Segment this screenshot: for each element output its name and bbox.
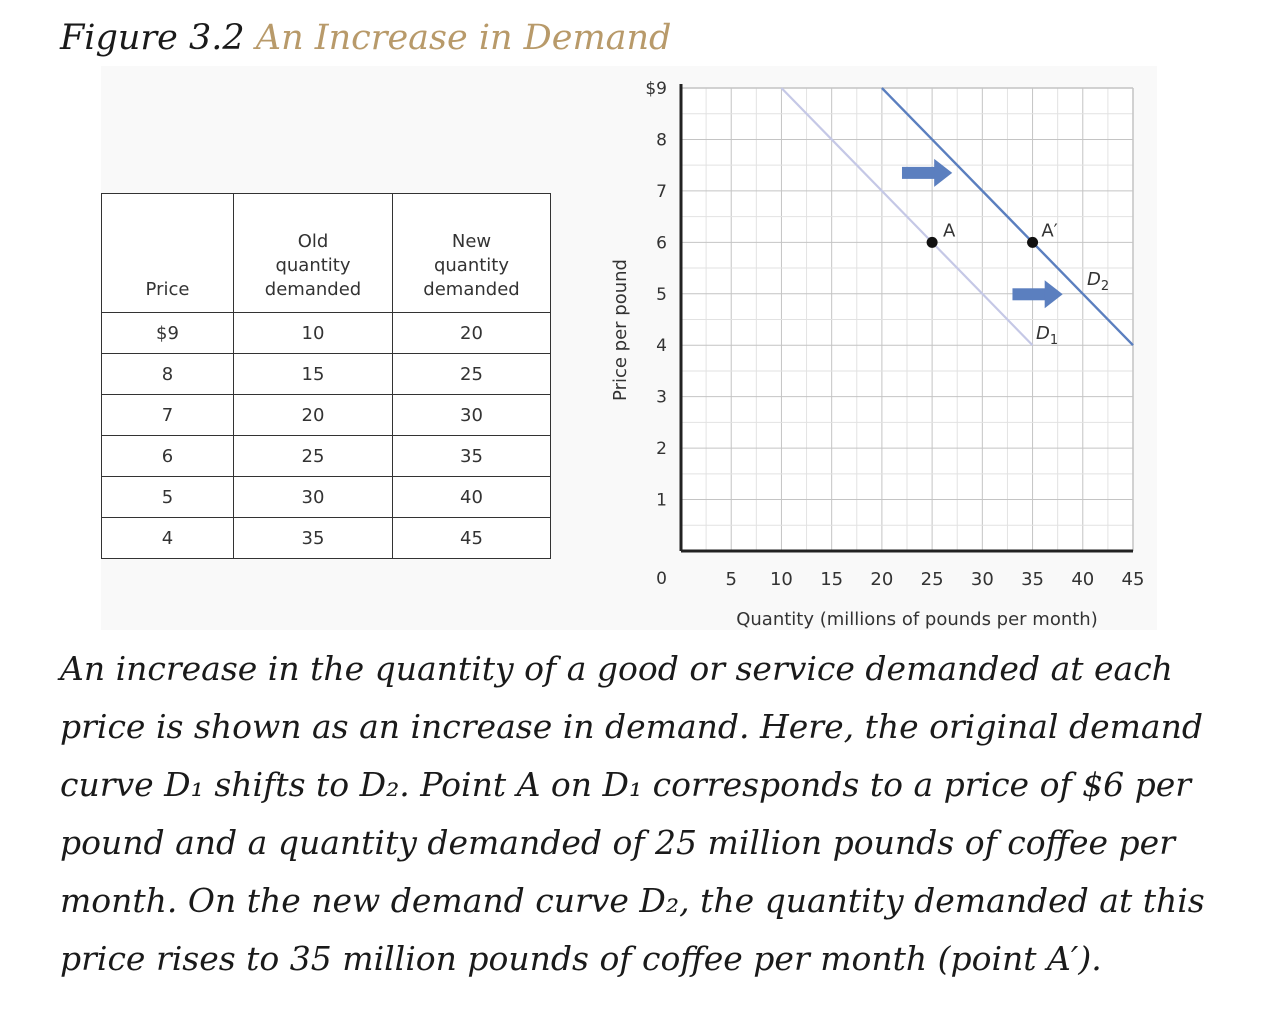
- x-tick-label: 30: [971, 569, 994, 590]
- demand-curve-d2: [881, 87, 1134, 347]
- shift-arrow-shaft: [901, 166, 937, 179]
- header-old-line1: Old: [297, 231, 329, 252]
- header-new-line3: demanded: [423, 279, 520, 300]
- shift-arrow-shaft: [1012, 288, 1047, 301]
- figure-label: Figure 3.2: [60, 18, 245, 58]
- x-tick-label: 15: [820, 569, 843, 590]
- cell-price: 8: [101, 353, 234, 395]
- table-row: $9 10 20: [101, 312, 551, 354]
- cell-price: 5: [101, 476, 234, 518]
- demand-curve-d1: [780, 87, 1034, 346]
- y-axis-label: Price per pound: [610, 259, 631, 401]
- cell-old-quantity: 10: [233, 312, 393, 354]
- cell-old-quantity: 35: [233, 517, 393, 559]
- shift-arrow: [901, 158, 953, 187]
- header-new-line1: New: [451, 231, 492, 252]
- x-tick-label: 35: [1021, 569, 1044, 590]
- header-old-quantity: Old quantity demanded: [233, 193, 393, 313]
- header-old-line3: demanded: [264, 279, 362, 300]
- header-old-line2: quantity: [275, 255, 351, 276]
- y-tick-label: 6: [656, 233, 667, 253]
- header-new-quantity: New quantity demanded: [392, 193, 551, 313]
- table-header-row: Price Old quantity demanded New quantity…: [101, 193, 551, 313]
- y-tick-label: $9: [645, 79, 667, 99]
- cell-new-quantity: 45: [392, 517, 551, 559]
- y-tick-label: 1: [656, 491, 667, 511]
- table-row: 5 30 40: [101, 476, 551, 518]
- curve-label-d2: D2: [1087, 269, 1109, 294]
- y-tick-label: 4: [656, 336, 667, 356]
- point-marker: [926, 236, 938, 248]
- header-new-line2: quantity: [433, 255, 510, 276]
- y-tick-label: 8: [656, 130, 667, 150]
- cell-price: $9: [101, 312, 234, 354]
- x-axis-label: Quantity (millions of pounds per month): [736, 609, 1098, 630]
- point-marker: [1027, 236, 1039, 248]
- y-tick-label: 3: [656, 388, 667, 408]
- cell-price: 4: [101, 517, 234, 559]
- shift-arrow-head: [934, 158, 953, 187]
- figure-title: Figure 3.2 An Increase in Demand: [60, 18, 671, 58]
- cell-new-quantity: 40: [392, 476, 551, 518]
- x-tick-label: 40: [1071, 569, 1094, 590]
- shift-arrow: [1012, 280, 1063, 309]
- cell-new-quantity: 35: [392, 435, 551, 477]
- y-tick-label: 2: [656, 439, 667, 459]
- curve-label-d1: D1: [1036, 323, 1058, 348]
- table-row: 6 25 35: [101, 435, 551, 477]
- figure-subtitle: An Increase in Demand: [255, 18, 672, 58]
- cell-old-quantity: 30: [233, 476, 393, 518]
- y-tick-label: 7: [656, 182, 667, 202]
- point-label: A: [943, 220, 956, 241]
- shift-arrow-head: [1044, 280, 1063, 309]
- x-tick-label: 5: [725, 569, 736, 590]
- demand-schedule-table: Price Old quantity demanded New quantity…: [101, 193, 551, 559]
- x-tick-label: 20: [870, 569, 893, 590]
- y-tick-label: 5: [656, 285, 667, 305]
- x-tick-label: 45: [1122, 569, 1145, 590]
- cell-new-quantity: 25: [392, 353, 551, 395]
- origin-label: 0: [656, 569, 667, 589]
- figure-caption: An increase in the quantity of a good or…: [60, 649, 1205, 978]
- x-tick-label: 10: [770, 569, 793, 590]
- point-label: A′: [1041, 220, 1057, 241]
- x-tick-label: 25: [921, 569, 944, 590]
- table-row: 4 35 45: [101, 517, 551, 559]
- header-price-text: Price: [145, 279, 190, 300]
